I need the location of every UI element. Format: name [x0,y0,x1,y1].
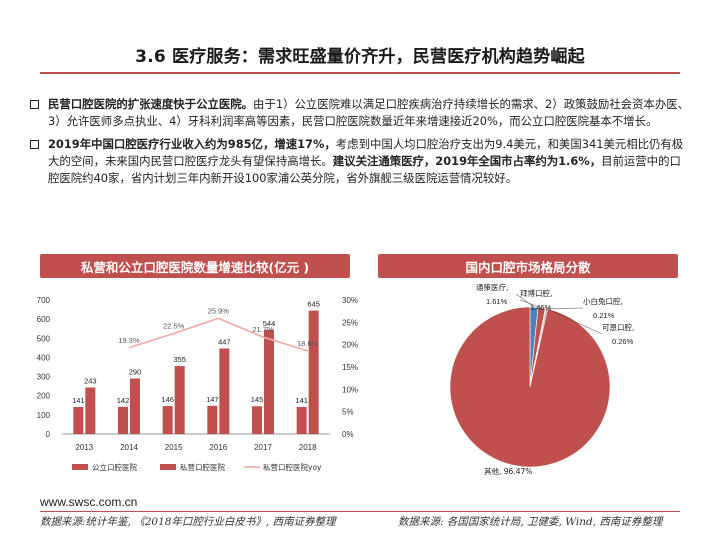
title-divider [40,72,680,74]
pie-slice-value-label: 1.61% [486,297,508,306]
bar-public-value-label: 146 [161,395,174,404]
y-right-tick-label: 20% [342,341,358,350]
bullet-text: 考虑到中国人均口腔治疗支出为9.4美元，和美国341美元相比仍有极大的空间，未来… [48,137,684,168]
x-tick-label: 2015 [165,443,183,452]
bar-public [252,406,262,434]
y-left-tick-label: 300 [37,373,51,382]
yoy-point-label: 22.5% [163,322,185,331]
x-tick-label: 2016 [209,443,227,452]
bullet-bold-text: 2019年中国口腔医疗行业收入约为985亿，增速17%， [48,137,336,151]
yoy-line [128,317,308,352]
bar-private [85,387,96,434]
bar-private-value-label: 645 [307,300,320,309]
y-right-tick-label: 5% [342,408,354,417]
pie-slice-value-label: 0.21% [593,311,615,320]
market-share-pie-chart: 通策医疗, 1.61% 拜博口腔, 1.46% 小白兔口腔, 0.21% 可恩口腔, 0.26… [449,282,634,476]
y-left-tick-label: 400 [37,353,51,362]
pie-slice-label: 可恩口腔, [602,322,634,332]
pie-leader-line [519,299,542,309]
checkbox-bullet-icon [30,100,39,109]
bar-private [308,310,319,434]
bar-public [73,407,84,434]
bar-public [118,406,128,434]
y-left-tick-label: 200 [37,392,51,401]
y-left-tick-label: 600 [37,315,51,324]
pie-slice-label: 其他, 96.47% [484,466,532,476]
bar-private [174,366,185,434]
bullet-list: 民营口腔医院的扩张速度快于公立医院。由于1）公立医院难以满足口腔疾病治疗持续增长… [30,96,690,193]
footer-divider [40,511,680,512]
bullet-bold-text: 民营口腔医院的扩张速度快于公立医院。 [48,97,254,111]
source-note-right: 数据来源: 各国国家统计局, 卫健委, Wind, 西南证券整理 [398,516,663,528]
bar-public-value-label: 141 [72,396,85,405]
yoy-point-label: 18.6% [297,339,319,348]
y-left-tick-label: 700 [37,296,51,305]
pie-slice-value-label: 1.46% [530,303,552,312]
bullet-text: 目前运营中的口腔医院约40家，省内计划三年内新开设100家浦公英分院，省外旗舰三… [48,154,681,185]
bar-private-value-label: 290 [129,367,142,376]
bar-public [162,406,173,434]
page-title: 3.6 医疗服务：需求旺盛量价齐升，民营医疗机构趋势崛起 [135,46,585,67]
y-right-tick-label: 30% [342,296,358,305]
bar-private [130,378,140,434]
pie-slice [449,306,611,468]
y-right-tick-label: 15% [342,363,358,372]
pie-slice-value-label: 0.26% [612,337,634,346]
bar-private-value-label: 243 [84,376,97,385]
x-tick-label: 2014 [120,443,138,452]
bar-public-value-label: 142 [117,396,130,405]
bullet-item: 2019年中国口腔医疗行业收入约为985亿，增速17%，考虑到中国人均口腔治疗支… [30,136,690,187]
bar-private-value-label: 355 [173,355,186,364]
bar-private [264,329,274,434]
bar-private-value-label: 447 [218,337,231,346]
bar-chart-header: 私营和公立口腔医院数量增速比较(亿元 ) [40,254,350,278]
x-tick-label: 2017 [254,443,272,452]
pie-chart-header: 国内口腔市场格局分散 [378,254,678,278]
pie-leader-line [515,293,535,308]
yoy-point-label: 25.9% [208,306,230,315]
legend-public-label: 公立口腔医院 [92,462,137,472]
bar-public-value-label: 147 [206,395,219,404]
y-right-tick-label: 25% [342,318,358,327]
y-left-tick-label: 0 [46,430,51,439]
y-left-tick-label: 500 [37,334,51,343]
pie-slice-label: 通策医疗, [476,282,508,292]
x-tick-label: 2018 [299,443,317,452]
legend-private-label: 私营口腔医院 [180,462,225,472]
checkbox-bullet-icon [30,140,39,149]
legend-public-swatch [72,464,88,470]
pie-slice-label: 拜博口腔, [520,288,552,298]
pie-leader-line [545,307,584,309]
bar-public [296,407,307,434]
hospital-count-chart: 0 100 200 300 400 500 600 700 0% 5% 10% 15% 20% 25% 30… [37,296,358,472]
page-title-bar: 3.6 医疗服务：需求旺盛量价齐升，民营医疗机构趋势崛起 [0,36,720,72]
x-tick-label: 2013 [75,443,93,452]
legend-private-swatch [160,464,176,470]
yoy-point-label: 21.7% [252,325,274,334]
pie-slice-label: 小白兔口腔, [583,296,623,306]
bar-public-value-label: 141 [295,396,308,405]
bullet-text: 由于1）公立医院难以满足口腔疾病治疗持续增长的需求、2）政策鼓励社会资本办医、3… [48,97,689,128]
y-right-tick-label: 10% [342,385,358,394]
bar-private-value-label: 544 [263,319,276,328]
y-right-tick-label: 0% [342,430,354,439]
bar-private [219,348,230,434]
bar-public [207,405,218,434]
source-note-left: 数据来源:统计年鉴, 《2018年口腔行业白皮书》, 西南证券整理 [40,516,336,528]
y-left-tick-label: 100 [37,411,51,420]
bullet-item: 民营口腔医院的扩张速度快于公立医院。由于1）公立医院难以满足口腔疾病治疗持续增长… [30,96,690,130]
yoy-point-label: 19.3% [118,336,140,345]
legend-yoy-label: 私营口腔医院yoy [263,462,322,472]
footer-url[interactable]: www.swsc.com.cn [40,495,138,509]
pie-leader-line [546,308,603,335]
bullet-bold-text: 建议关注通策医疗，2019年全国市占率约为1.6%， [332,154,602,168]
bar-public-value-label: 145 [251,395,264,404]
